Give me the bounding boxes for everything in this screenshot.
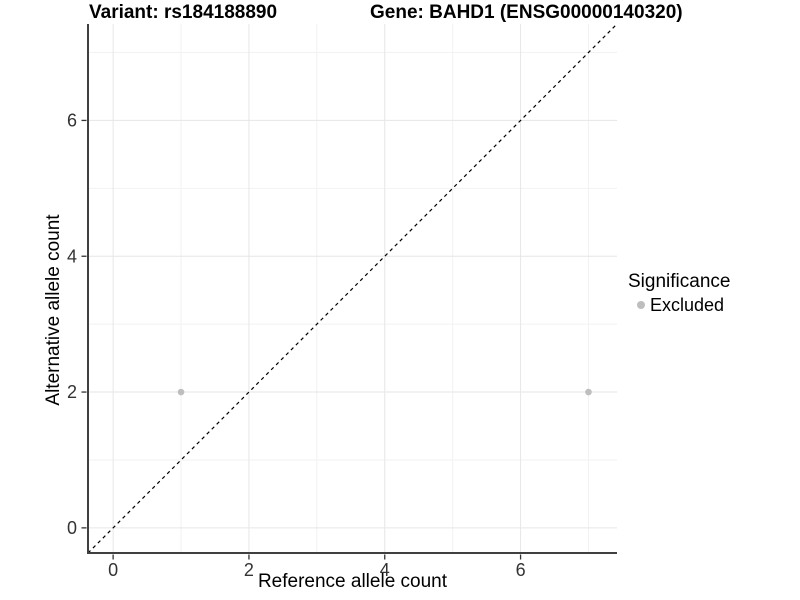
- excluded-point-swatch-icon: [637, 301, 645, 309]
- x-tick-label: 0: [108, 560, 118, 580]
- identity-line: [87, 23, 618, 554]
- y-axis-label: Alternative allele count: [43, 214, 64, 406]
- y-tick-label: 4: [67, 246, 77, 266]
- legend-item-excluded: Excluded: [637, 294, 730, 316]
- gene-title: Gene: BAHD1 (ENSG00000140320): [370, 2, 683, 23]
- data-point: [585, 388, 592, 396]
- x-axis-label: Reference allele count: [257, 571, 448, 592]
- x-tick-label: 4: [380, 560, 390, 580]
- y-tick-label: 0: [67, 518, 77, 538]
- legend-item-label: Excluded: [650, 294, 725, 315]
- y-tick-label: 2: [67, 382, 77, 402]
- legend-title: Significance: [628, 271, 731, 292]
- y-tick-label: 6: [67, 111, 77, 131]
- x-tick-label: 2: [244, 560, 254, 580]
- variant-title: Variant: rs184188890: [89, 2, 278, 23]
- legend: Significance Excluded: [628, 271, 730, 316]
- x-tick-label: 6: [516, 560, 526, 580]
- data-point: [177, 388, 185, 396]
